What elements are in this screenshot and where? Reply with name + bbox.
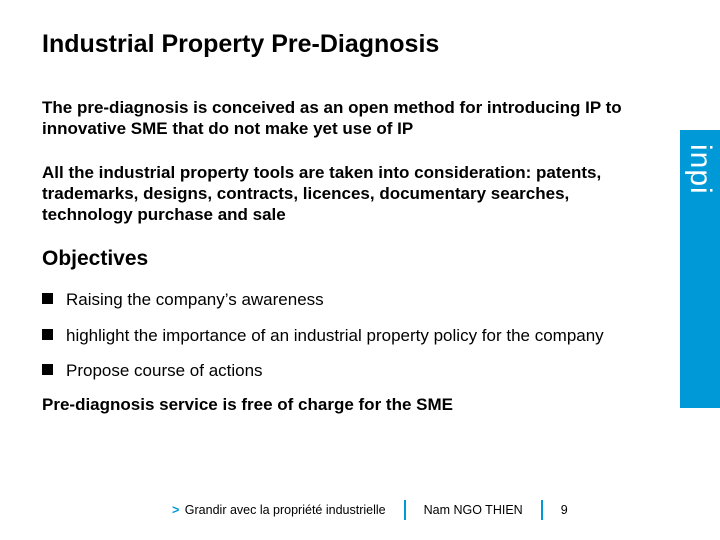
intro-paragraph-1: The pre-diagnosis is conceived as an ope… [42, 97, 632, 140]
objectives-list: Raising the company’s awareness highligh… [42, 289, 660, 381]
footer-tagline-text: Grandir avec la propriété industrielle [185, 503, 386, 517]
intro-paragraph-2: All the industrial property tools are ta… [42, 162, 632, 226]
footer: > Grandir avec la propriété industrielle… [0, 500, 720, 520]
brand-name: inpi [683, 144, 717, 195]
slide-title: Industrial Property Pre-Diagnosis [42, 30, 660, 59]
footer-author: Nam NGO THIEN [406, 503, 541, 517]
footer-page-number: 9 [543, 503, 586, 517]
list-item: Propose course of actions [42, 360, 632, 381]
list-item: Raising the company’s awareness [42, 289, 632, 310]
list-item: highlight the importance of an industria… [42, 325, 632, 346]
objectives-heading: Objectives [42, 247, 660, 271]
slide: Industrial Property Pre-Diagnosis The pr… [0, 0, 720, 540]
chevron-right-icon: > [172, 503, 179, 517]
footer-tagline: > Grandir avec la propriété industrielle [154, 503, 404, 517]
closing-statement: Pre-diagnosis service is free of charge … [42, 395, 660, 415]
brand-tab: inpi [680, 130, 720, 408]
